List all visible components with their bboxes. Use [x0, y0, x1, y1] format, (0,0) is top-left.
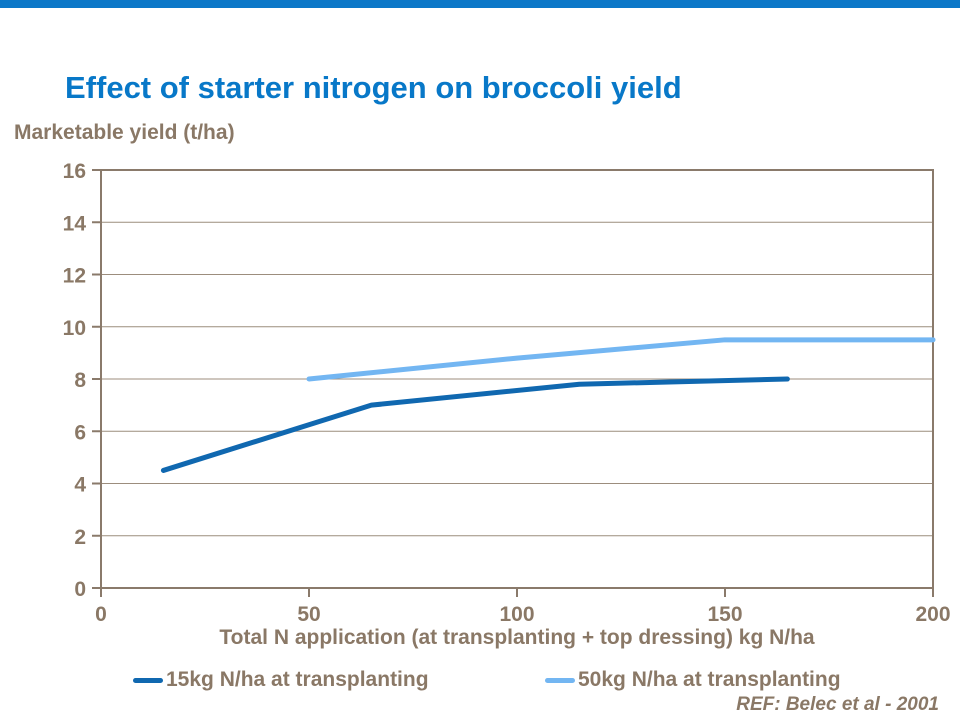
legend-line-swatch-dark-blue [133, 677, 163, 683]
y-tick-label: 4 [74, 474, 86, 497]
x-tick-label: 0 [95, 603, 107, 626]
y-tick-label: 10 [63, 317, 86, 340]
legend-item-series-1: 15kg N/ha at transplanting [133, 668, 429, 692]
legend-line-swatch-light-blue [545, 677, 575, 683]
y-tick-label: 12 [63, 265, 86, 288]
y-tick-label: 0 [74, 578, 86, 601]
y-tick-label: 16 [63, 160, 86, 183]
chart-title: Effect of starter nitrogen on broccoli y… [65, 70, 682, 105]
y-tick-label: 14 [63, 212, 87, 235]
y-tick-label: 8 [74, 369, 86, 392]
y-tick-label: 2 [74, 526, 86, 549]
chart-legend: 15kg N/ha at transplanting 50kg N/ha at … [0, 668, 960, 694]
reference-note: REF: Belec et al - 2001 [736, 694, 939, 715]
legend-item-series-2: 50kg N/ha at transplanting [545, 668, 841, 692]
x-axis-title: Total N application (at transplanting + … [219, 626, 815, 649]
y-tick-label: 6 [74, 421, 86, 444]
series-line-1 [160, 376, 790, 473]
x-tick-label: 50 [297, 603, 320, 626]
legend-label-series-2: 50kg N/ha at transplanting [578, 668, 841, 691]
x-tick-label: 200 [915, 603, 950, 626]
legend-label-series-1: 15kg N/ha at transplanting [166, 668, 429, 691]
x-tick-label: 100 [499, 603, 534, 626]
y-axis-title: Marketable yield (t/ha) [14, 121, 235, 144]
x-tick-label: 150 [707, 603, 742, 626]
series-line-2 [306, 337, 936, 382]
top-accent-bar [0, 0, 960, 8]
